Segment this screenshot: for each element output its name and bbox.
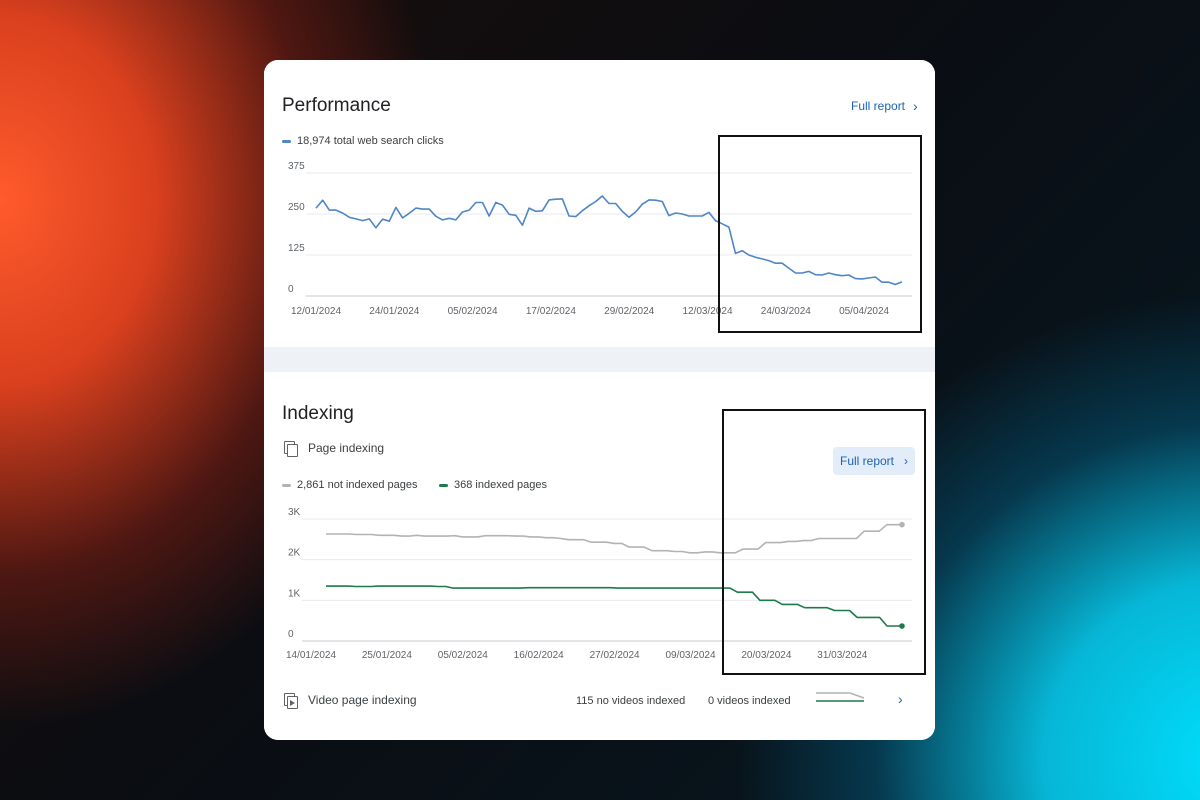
- y-tick-label: 0: [288, 284, 294, 295]
- x-tick-label: 05/04/2024: [839, 306, 889, 317]
- performance-chart: 375 250 125 0 12/01/2024 24/01/2024 05/02/2024…: [288, 161, 912, 317]
- series-end-point: [899, 521, 905, 528]
- x-tick-label: 20/03/2024: [741, 650, 791, 661]
- page-indexing-row: Page indexing: [284, 441, 385, 457]
- x-tick-label: 17/02/2024: [526, 306, 576, 317]
- no-videos-indexed-stat: 115 no videos indexed: [576, 695, 686, 707]
- x-tick-label: 09/03/2024: [665, 650, 715, 661]
- x-tick-label: 12/01/2024: [291, 306, 341, 317]
- x-tick-label: 05/02/2024: [438, 650, 488, 661]
- video-pages-icon: [284, 693, 298, 709]
- x-tick-label: 31/03/2024: [817, 650, 867, 661]
- x-tick-label: 14/01/2024: [286, 650, 336, 661]
- legend-swatch: [282, 139, 291, 143]
- indexing-full-report-label: Full report: [839, 454, 895, 468]
- series-line: [315, 195, 903, 286]
- y-tick-label: 2K: [288, 548, 301, 559]
- chevron-right-icon: ›: [898, 691, 903, 707]
- y-tick-label: 1K: [288, 588, 301, 599]
- legend-indexed: 368 indexed pages: [439, 479, 547, 491]
- videos-indexed-stat: 0 videos indexed: [708, 695, 791, 707]
- chevron-right-icon: ›: [913, 98, 918, 114]
- page-indexing-label: Page indexing: [308, 441, 385, 455]
- legend-swatch-not-indexed: [282, 483, 291, 487]
- performance-legend-label: 18,974 total web search clicks: [297, 135, 444, 147]
- x-tick-label: 29/02/2024: [604, 306, 654, 317]
- x-tick-label: 24/03/2024: [761, 306, 811, 317]
- chevron-right-icon: ›: [904, 454, 909, 468]
- x-tick-label: 16/02/2024: [514, 650, 564, 661]
- video-sparkline: [816, 692, 865, 702]
- video-indexing-label: Video page indexing: [308, 693, 417, 707]
- series-line: [326, 585, 902, 627]
- indexing-full-report-button[interactable]: Full report ›: [833, 447, 915, 475]
- series-end-point: [899, 623, 905, 629]
- performance-legend: 18,974 total web search clicks: [282, 135, 444, 147]
- legend-not-indexed: 2,861 not indexed pages: [282, 479, 418, 491]
- performance-title: Performance: [282, 95, 391, 116]
- legend-indexed-label: 368 indexed pages: [454, 479, 547, 491]
- indexing-chart: 3K 2K 1K 0 14/01/2024 25/01/2024 05/02/2024 16/…: [286, 507, 912, 661]
- series-line: [326, 523, 902, 554]
- y-tick-label: 0: [288, 629, 294, 640]
- highlight-box-performance: [718, 135, 922, 333]
- performance-full-report-label: Full report: [851, 99, 906, 113]
- legend-not-indexed-label: 2,861 not indexed pages: [297, 479, 418, 491]
- y-tick-label: 3K: [288, 507, 301, 518]
- performance-panel: Performance Full report › 18,974 total w…: [264, 60, 935, 347]
- x-tick-label: 12/03/2024: [682, 306, 732, 317]
- y-tick-label: 250: [288, 202, 305, 213]
- video-indexing-row: Video page indexing: [284, 693, 417, 709]
- video-indexing-open-button[interactable]: ›: [898, 691, 903, 707]
- performance-full-report-link[interactable]: Full report ›: [851, 98, 918, 114]
- sparkline-not-indexed: [816, 692, 865, 699]
- indexing-panel: Indexing Page indexing Full report › 2,8…: [264, 372, 935, 740]
- y-tick-label: 125: [288, 243, 305, 254]
- x-tick-label: 25/01/2024: [362, 650, 412, 661]
- indexing-title: Indexing: [282, 403, 354, 424]
- y-tick-label: 375: [288, 161, 305, 172]
- x-tick-label: 05/02/2024: [448, 306, 498, 317]
- x-tick-label: 27/02/2024: [590, 650, 640, 661]
- x-tick-label: 24/01/2024: [369, 306, 419, 317]
- copy-pages-icon: [284, 441, 298, 457]
- search-console-card: Performance Full report › 18,974 total w…: [264, 60, 935, 740]
- highlight-box-indexing: [722, 409, 926, 675]
- legend-swatch-indexed: [439, 483, 448, 487]
